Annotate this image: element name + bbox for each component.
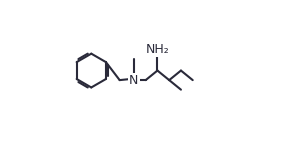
Text: NH₂: NH₂ [146, 43, 169, 56]
Text: N: N [129, 74, 139, 87]
